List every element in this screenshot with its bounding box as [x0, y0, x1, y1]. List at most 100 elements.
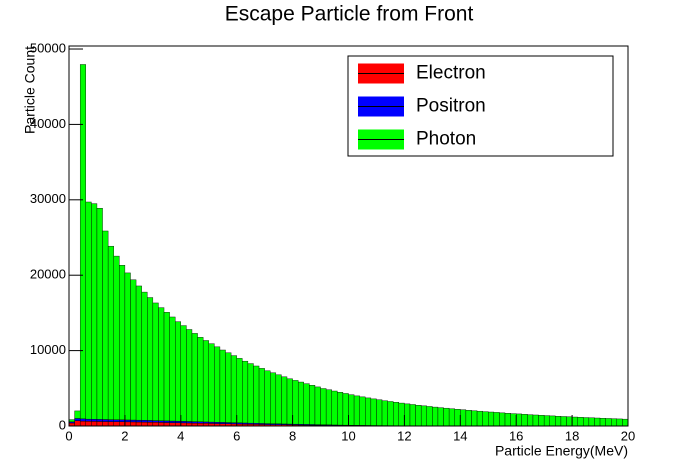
histogram-bar: [409, 404, 416, 426]
y-tick-label: 20000: [30, 267, 66, 282]
y-tick-label: 50000: [30, 40, 66, 55]
histogram-bar: [532, 414, 539, 427]
histogram-bar: [297, 381, 304, 425]
histogram-bar: [169, 422, 176, 427]
histogram-bar: [337, 392, 344, 426]
histogram-bar: [482, 411, 489, 427]
y-axis-title: Particle Count: [22, 46, 38, 134]
legend-label: Electron: [416, 63, 486, 84]
x-tick-label: 20: [621, 428, 635, 443]
x-tick-label: 18: [565, 428, 579, 443]
legend-label: Photon: [416, 129, 476, 150]
histogram-bar: [119, 421, 126, 427]
histogram-bar: [571, 416, 578, 427]
histogram-bar: [141, 421, 148, 427]
histogram-bar: [309, 385, 316, 425]
histogram-bar: [549, 415, 556, 427]
y-tick-label: 10000: [30, 342, 66, 357]
histogram-bar: [605, 418, 612, 427]
histogram-bar: [141, 291, 148, 421]
histogram-bar: [158, 422, 165, 427]
histogram-bar: [493, 412, 500, 427]
histogram-bar: [147, 420, 154, 423]
histogram-bar: [202, 340, 209, 423]
histogram-bar: [292, 380, 299, 425]
histogram-bar: [102, 421, 109, 427]
histogram-bar: [152, 422, 159, 427]
histogram-bar: [258, 368, 265, 424]
histogram-bar: [471, 410, 478, 427]
histogram-bar: [74, 420, 81, 427]
histogram-bar: [219, 349, 226, 423]
histogram-bar: [191, 421, 198, 424]
histogram-bar: [543, 415, 550, 427]
chart-title: Escape Particle from Front: [225, 3, 474, 26]
histogram-bar: [499, 412, 506, 427]
histogram-bar: [348, 394, 355, 426]
histogram-bar: [135, 421, 142, 427]
histogram-bar: [124, 419, 131, 423]
histogram-bar: [91, 203, 98, 420]
histogram-bar: [404, 403, 411, 426]
histogram-bar: [476, 410, 483, 427]
histogram-bar: [342, 393, 349, 426]
histogram-bar: [365, 397, 372, 426]
histogram-bar: [96, 208, 103, 420]
histogram-bar: [186, 421, 193, 424]
histogram-bar: [465, 410, 472, 427]
histogram-bar: [381, 400, 388, 426]
histogram-bar: [191, 333, 198, 422]
histogram-bar: [124, 272, 131, 421]
histogram-bar: [387, 401, 394, 426]
histogram-bar: [588, 417, 595, 427]
histogram-bar: [102, 419, 109, 422]
histogram-bar: [225, 352, 232, 423]
histogram-bar: [577, 417, 584, 427]
histogram-bar: [611, 418, 618, 427]
histogram-bar: [141, 420, 148, 423]
histogram-bar: [197, 421, 204, 424]
histogram-bar: [85, 418, 92, 422]
histogram-bar: [186, 329, 193, 422]
histogram-bar: [102, 230, 109, 420]
histogram-bar: [169, 420, 176, 423]
histogram-bar: [119, 265, 126, 421]
x-tick-label: 0: [65, 428, 72, 443]
histogram-bar: [448, 408, 455, 427]
histogram-bar: [510, 413, 517, 427]
histogram-bar: [152, 302, 159, 421]
histogram-bar: [325, 389, 332, 426]
histogram-bar: [281, 376, 288, 425]
histogram-bar: [242, 360, 249, 424]
x-tick-label: 4: [177, 428, 184, 443]
y-tick-label: 0: [59, 417, 66, 432]
histogram-bar: [163, 422, 170, 427]
histogram-bar: [113, 419, 120, 422]
histogram-bar: [74, 410, 81, 419]
histogram-bar: [85, 201, 92, 420]
histogram-bar: [353, 395, 360, 426]
histogram-bar: [163, 312, 170, 422]
histogram-bar: [594, 417, 601, 427]
histogram-bar: [538, 415, 545, 427]
histogram-bar: [460, 409, 467, 427]
histogram-bar: [616, 418, 623, 427]
histogram-bar: [247, 363, 254, 424]
histogram-bar: [208, 421, 215, 424]
histogram-bar: [370, 398, 377, 426]
histogram-bar: [599, 418, 606, 427]
histogram-bar: [175, 420, 182, 423]
histogram-bar: [79, 64, 86, 420]
histogram-bar: [314, 386, 321, 425]
histogram-bar: [119, 419, 126, 422]
histogram-bar: [107, 245, 114, 420]
histogram-bar: [376, 399, 383, 426]
histogram-bar: [96, 421, 103, 427]
histogram-bar: [359, 396, 366, 426]
x-tick-label: 10: [341, 428, 355, 443]
histogram-bar: [432, 406, 439, 427]
y-tick-label: 40000: [30, 116, 66, 131]
histogram-bar: [124, 421, 131, 427]
x-tick-label: 16: [509, 428, 523, 443]
histogram-bar: [107, 419, 114, 422]
